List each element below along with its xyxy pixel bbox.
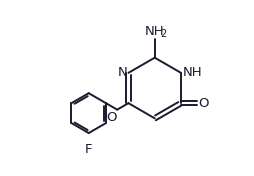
Text: F: F [85,143,92,156]
Text: O: O [106,111,116,124]
Text: 2: 2 [160,30,167,39]
Text: N: N [117,66,127,79]
Text: NH: NH [145,25,165,38]
Text: NH: NH [182,66,202,79]
Text: O: O [199,97,209,110]
